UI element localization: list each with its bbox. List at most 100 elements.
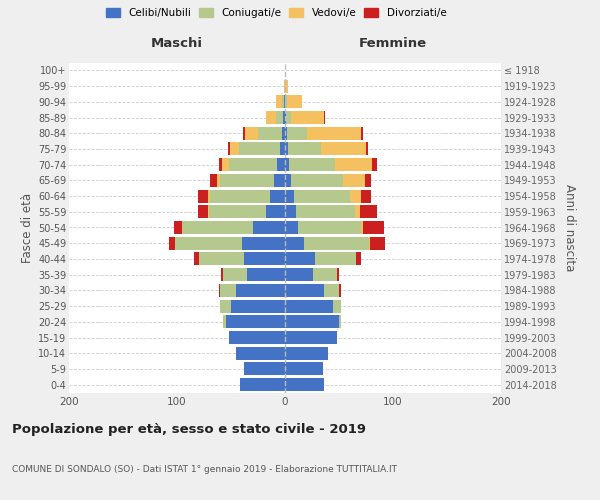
Text: Maschi: Maschi: [151, 37, 203, 50]
Bar: [285, 237, 304, 250]
Bar: [223, 268, 247, 281]
Bar: [247, 268, 285, 281]
Bar: [361, 221, 363, 234]
Bar: [229, 158, 277, 171]
Bar: [199, 252, 244, 266]
Bar: [285, 347, 328, 360]
Bar: [219, 158, 223, 171]
Bar: [277, 111, 283, 124]
Bar: [223, 316, 226, 328]
Bar: [343, 174, 365, 187]
Bar: [292, 111, 324, 124]
Bar: [245, 127, 258, 140]
Bar: [315, 252, 356, 266]
Bar: [359, 206, 377, 218]
Bar: [361, 190, 371, 202]
Bar: [356, 252, 361, 266]
Bar: [220, 174, 274, 187]
Bar: [373, 158, 377, 171]
Bar: [228, 142, 230, 156]
Bar: [361, 127, 363, 140]
Bar: [242, 237, 285, 250]
Bar: [239, 378, 285, 391]
Bar: [369, 237, 370, 250]
Bar: [197, 190, 208, 202]
Bar: [284, 80, 285, 92]
Bar: [194, 252, 199, 266]
Bar: [231, 300, 285, 312]
Bar: [266, 206, 285, 218]
Bar: [182, 221, 253, 234]
Bar: [230, 142, 239, 156]
Bar: [285, 268, 313, 281]
Bar: [219, 284, 220, 297]
Bar: [287, 96, 302, 108]
Text: Popolazione per età, sesso e stato civile - 2019: Popolazione per età, sesso e stato civil…: [12, 422, 366, 436]
Bar: [285, 252, 315, 266]
Bar: [289, 158, 335, 171]
Bar: [335, 158, 373, 171]
Bar: [283, 111, 285, 124]
Bar: [282, 96, 284, 108]
Bar: [277, 158, 285, 171]
Bar: [285, 284, 324, 297]
Bar: [236, 347, 285, 360]
Bar: [211, 174, 217, 187]
Bar: [209, 206, 266, 218]
Bar: [285, 96, 287, 108]
Bar: [293, 190, 350, 202]
Bar: [211, 190, 270, 202]
Bar: [221, 268, 223, 281]
Bar: [258, 127, 282, 140]
Bar: [285, 221, 298, 234]
Bar: [324, 111, 325, 124]
Bar: [332, 300, 341, 312]
Bar: [285, 316, 339, 328]
Bar: [239, 142, 280, 156]
Bar: [292, 174, 343, 187]
Bar: [285, 158, 289, 171]
Bar: [370, 237, 385, 250]
Bar: [320, 142, 366, 156]
Bar: [244, 362, 285, 376]
Bar: [175, 237, 242, 250]
Bar: [285, 174, 292, 187]
Bar: [339, 316, 341, 328]
Bar: [304, 237, 369, 250]
Bar: [236, 284, 285, 297]
Bar: [217, 174, 220, 187]
Bar: [285, 190, 293, 202]
Bar: [366, 142, 368, 156]
Y-axis label: Fasce di età: Fasce di età: [20, 192, 34, 262]
Bar: [365, 174, 371, 187]
Bar: [288, 142, 320, 156]
Bar: [284, 96, 285, 108]
Bar: [226, 316, 285, 328]
Y-axis label: Anni di nascita: Anni di nascita: [563, 184, 576, 271]
Bar: [253, 221, 285, 234]
Bar: [285, 300, 332, 312]
Bar: [363, 221, 385, 234]
Bar: [285, 378, 324, 391]
Bar: [285, 142, 288, 156]
Bar: [174, 221, 182, 234]
Bar: [285, 127, 287, 140]
Bar: [280, 142, 285, 156]
Bar: [286, 111, 292, 124]
Bar: [307, 127, 361, 140]
Bar: [277, 96, 282, 108]
Bar: [220, 284, 236, 297]
Bar: [285, 362, 323, 376]
Bar: [355, 206, 359, 218]
Bar: [285, 331, 337, 344]
Text: COMUNE DI SONDALO (SO) - Dati ISTAT 1° gennaio 2019 - Elaborazione TUTTITALIA.IT: COMUNE DI SONDALO (SO) - Dati ISTAT 1° g…: [12, 466, 397, 474]
Bar: [285, 80, 288, 92]
Bar: [339, 284, 341, 297]
Bar: [285, 206, 296, 218]
Bar: [287, 127, 307, 140]
Bar: [244, 252, 285, 266]
Bar: [208, 206, 209, 218]
Bar: [197, 206, 208, 218]
Bar: [313, 268, 337, 281]
Bar: [220, 300, 231, 312]
